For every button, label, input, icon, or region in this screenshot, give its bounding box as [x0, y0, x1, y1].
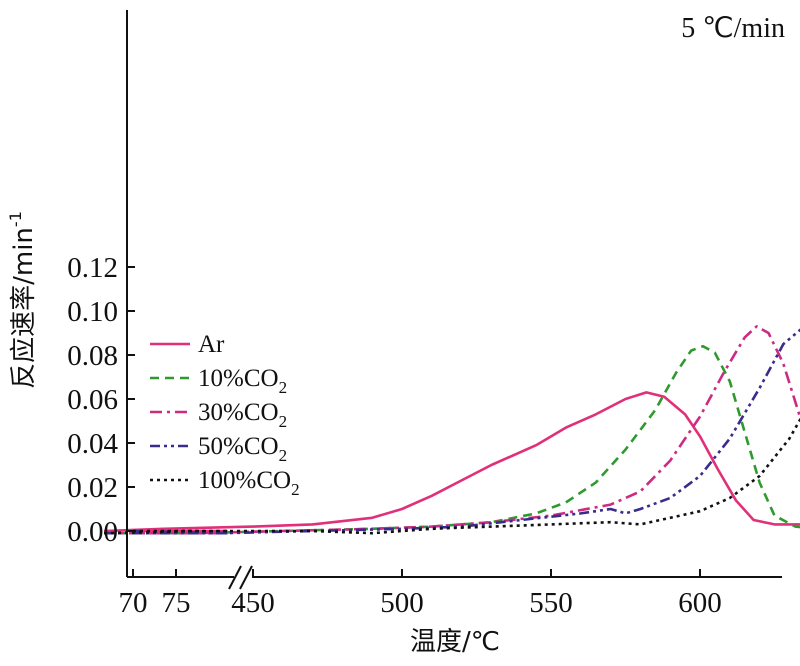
x-tick-label: 600 — [678, 587, 722, 619]
series-line-ar-0 — [103, 391, 800, 533]
y-tick-label: 0.12 — [67, 252, 118, 284]
legend-label-subscript: 2 — [279, 378, 288, 397]
y-tick-label: 0.08 — [67, 340, 118, 372]
y-axis-title-main: 反应速率/min — [9, 227, 39, 389]
y-axis-title-group: 反应速率/min-1 — [6, 211, 39, 389]
y-tick-label: 0.04 — [67, 428, 118, 460]
y-tick-label: 0.06 — [67, 384, 118, 416]
axes — [126, 10, 782, 590]
x-tick-label: 75 — [162, 587, 191, 619]
plot-lines — [103, 325, 800, 535]
heating-rate-annotation: 5 ℃/min — [681, 13, 785, 44]
x-tick-label: 550 — [529, 587, 573, 619]
legend-label: 100%CO2 — [198, 467, 300, 499]
legend-label-name: 100%CO — [198, 467, 291, 494]
y-ticks: 0.00 0.02 0.04 0.06 0.08 0.10 0.12 — [67, 252, 135, 548]
x-axis-title: 温度/℃ — [410, 627, 500, 657]
series-line-100-co-4 — [103, 417, 800, 535]
x-tick-label: 70 — [119, 587, 148, 619]
axis-break-mark — [228, 565, 253, 590]
legend-label-name: 50%CO — [198, 433, 279, 460]
legend-label-subscript: 2 — [279, 412, 288, 431]
y-tick-label: 0.00 — [67, 516, 118, 548]
legend-label: 50%CO2 — [198, 433, 287, 465]
legend-label-name: 10%CO — [198, 365, 279, 392]
legend-label-name: Ar — [198, 331, 225, 358]
y-tick-label: 0.10 — [67, 296, 118, 328]
legend-label: 30%CO2 — [198, 399, 287, 431]
legend-label-subscript: 2 — [279, 446, 288, 465]
legend-label: 10%CO2 — [198, 365, 287, 397]
legend-label: Ar — [198, 331, 225, 358]
legend-label-name: 30%CO — [198, 399, 279, 426]
x-ticks: 7075450500550600650700750 — [119, 569, 722, 619]
y-axis-title-sup: -1 — [6, 211, 25, 227]
x-tick-label: 450 — [231, 587, 275, 619]
y-axis-title: 反应速率/min-1 — [6, 211, 39, 389]
y-tick-label: 0.02 — [67, 472, 118, 504]
legend-label-subscript: 2 — [291, 480, 300, 499]
x-tick-label: 500 — [380, 587, 424, 619]
